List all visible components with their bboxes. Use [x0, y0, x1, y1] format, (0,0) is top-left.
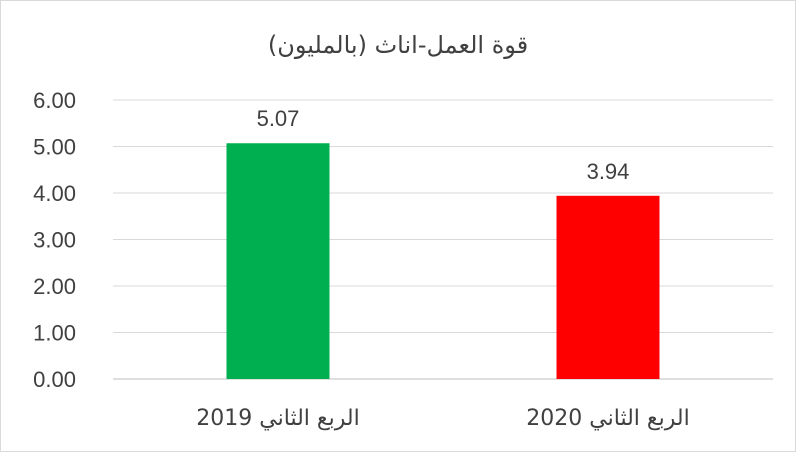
- bars: [226, 143, 660, 379]
- y-tick-label: 6.00: [33, 88, 76, 113]
- bar: [556, 195, 660, 379]
- y-tick-label: 4.00: [33, 181, 76, 206]
- y-tick-label: 2.00: [33, 274, 76, 299]
- data-label: 3.94: [587, 159, 630, 184]
- data-labels: 5.07 3.94: [257, 106, 630, 184]
- chart-title: قوة العمل-اناث (بالمليون): [268, 31, 528, 59]
- x-axis-categories: الربع الثاني 2019 الربع الثاني 2020: [196, 406, 689, 431]
- y-tick-label: 3.00: [33, 228, 76, 253]
- data-label: 5.07: [257, 106, 300, 131]
- gridlines: [113, 99, 773, 380]
- y-tick-label: 5.00: [33, 135, 76, 160]
- bar: [226, 143, 330, 379]
- category-label: الربع الثاني 2020: [526, 406, 689, 431]
- y-tick-label: 1.00: [33, 321, 76, 346]
- y-tick-label: 0.00: [33, 367, 76, 392]
- category-label: الربع الثاني 2019: [196, 406, 359, 431]
- y-axis-ticks: 0.00 1.00 2.00 3.00 4.00 5.00 6.00: [33, 88, 76, 392]
